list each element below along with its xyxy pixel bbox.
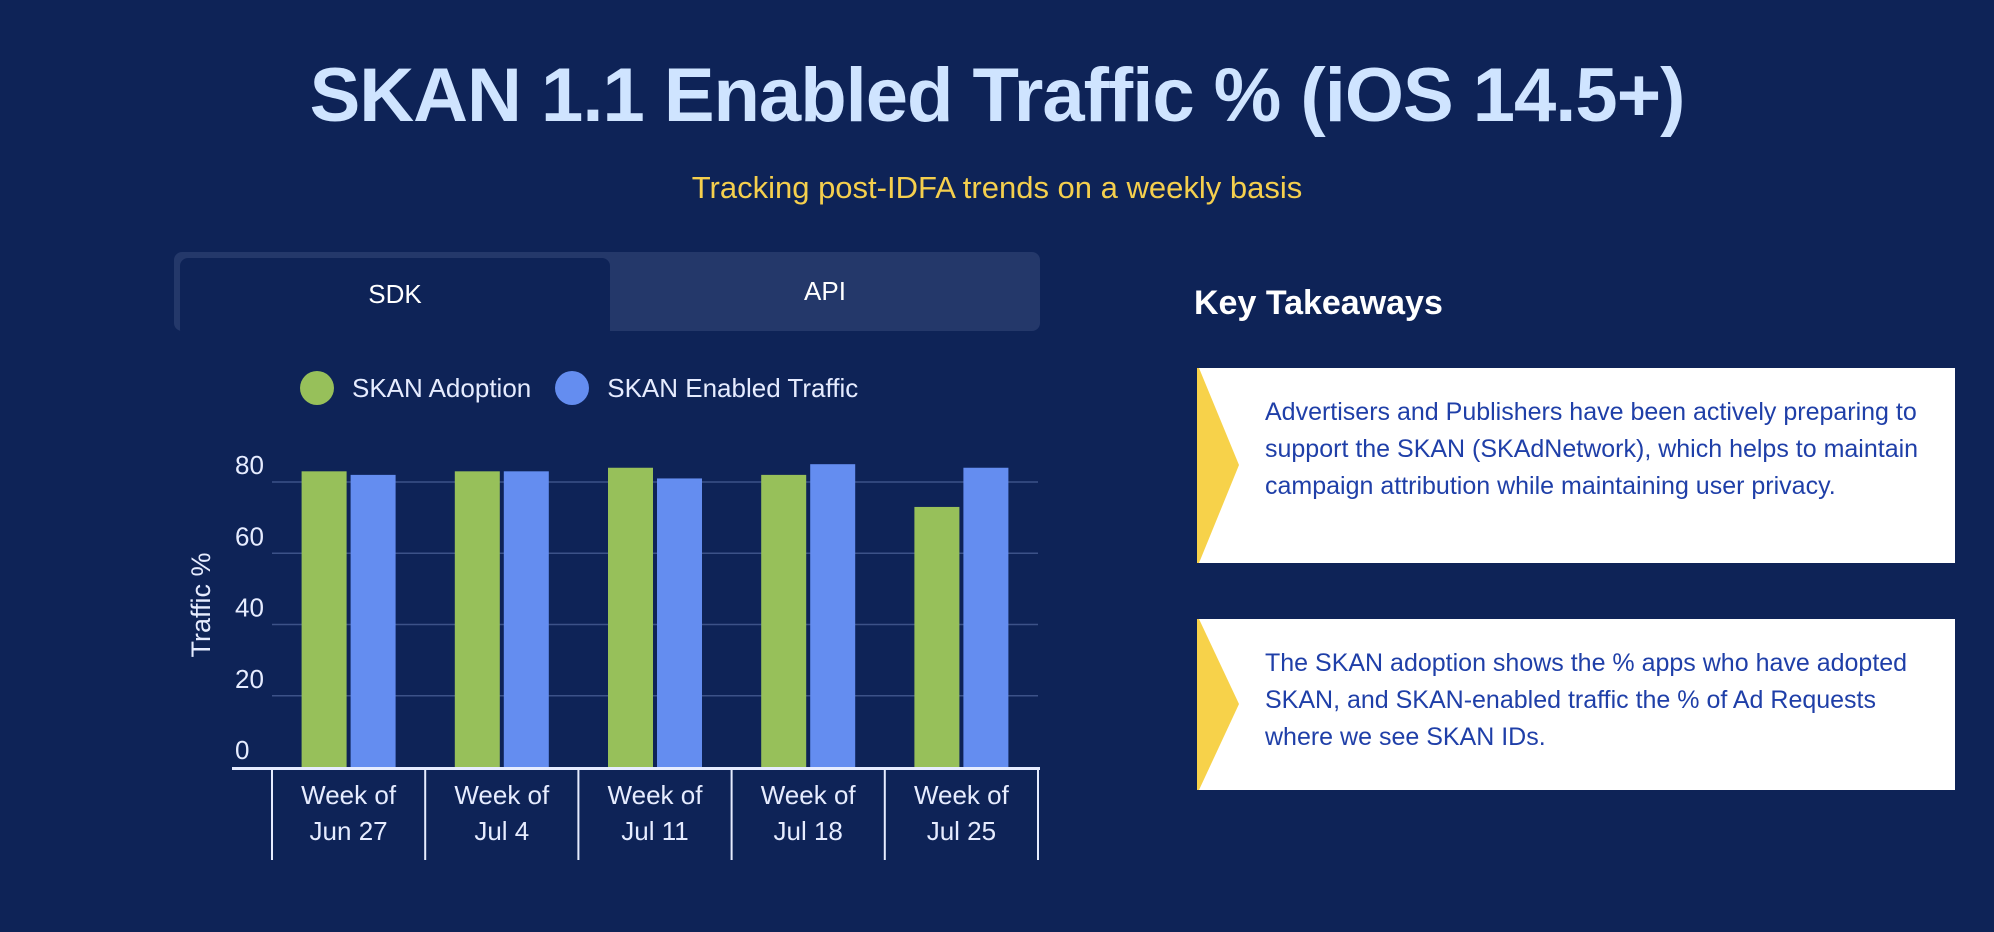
takeaway-text-2: The SKAN adoption shows the % apps who h… [1265, 649, 1908, 751]
y-tick-label: 20 [235, 664, 264, 694]
x-tick-label: Jul 18 [774, 816, 843, 846]
x-tick-label: Jul 25 [927, 816, 996, 846]
legend-label-adoption: SKAN Adoption [352, 372, 532, 403]
bar-skan-adoption [608, 467, 653, 767]
y-tick-label: 60 [235, 521, 264, 551]
chevron-right-icon [1197, 619, 1239, 790]
bar-skan-adoption [454, 471, 500, 767]
x-tick-label: Jul 4 [474, 816, 529, 846]
x-tick-label: Jul 11 [621, 816, 688, 846]
legend-swatch-adoption [300, 371, 334, 405]
legend-label-enabled-traffic: SKAN Enabled Traffic [607, 372, 859, 403]
legend-item-enabled-traffic[interactable]: SKAN Enabled Traffic [555, 371, 858, 405]
tab-api[interactable]: API [804, 276, 846, 306]
page-subtitle: Tracking post-IDFA trends on a weekly ba… [691, 170, 1303, 205]
y-tick-label: 80 [235, 450, 264, 480]
bar-skan-adoption [914, 506, 960, 767]
y-tick-label: 40 [235, 593, 264, 623]
takeaway-card-1: Advertisers and Publishers have been act… [1197, 368, 1955, 563]
bar-skan-enabled-traffic [657, 478, 702, 767]
x-tick-label: Week of [608, 780, 704, 810]
x-tick-label: Week of [914, 780, 1010, 810]
bar-skan-adoption [301, 471, 347, 767]
chevron-right-icon [1197, 368, 1239, 563]
bar-chart: 0 20 40 60 80 Traffic % Week of Jun 27 Week of Ju… [186, 450, 1040, 860]
takeaway-card-2: The SKAN adoption shows the % apps who h… [1197, 619, 1955, 790]
tab-bar: SDK API [174, 252, 1040, 331]
legend-item-adoption[interactable]: SKAN Adoption [300, 371, 531, 405]
page-title: SKAN 1.1 Enabled Traffic % (iOS 14.5+) [309, 53, 1686, 138]
chart-legend: SKAN Adoption SKAN Enabled Traffic [300, 368, 864, 408]
x-tick-label: Week of [454, 780, 550, 810]
bar-skan-enabled-traffic [963, 467, 1009, 767]
tab-sdk[interactable]: SDK [180, 258, 610, 331]
y-tick-label: 0 [235, 735, 249, 765]
x-tick-label: Jun 27 [310, 816, 388, 846]
x-tick-label: Week of [301, 780, 397, 810]
legend-swatch-enabled-traffic [555, 371, 590, 405]
y-axis-label: Traffic % [186, 552, 216, 657]
x-tick-label: Week of [761, 780, 857, 810]
takeaways-title: Key Takeaways [1194, 284, 1443, 322]
takeaway-text-1: Advertisers and Publishers have been act… [1265, 398, 1919, 500]
bar-skan-enabled-traffic [350, 474, 396, 767]
bar-skan-enabled-traffic [503, 471, 549, 767]
bar-skan-adoption [761, 474, 807, 767]
bar-skan-enabled-traffic [810, 464, 856, 767]
